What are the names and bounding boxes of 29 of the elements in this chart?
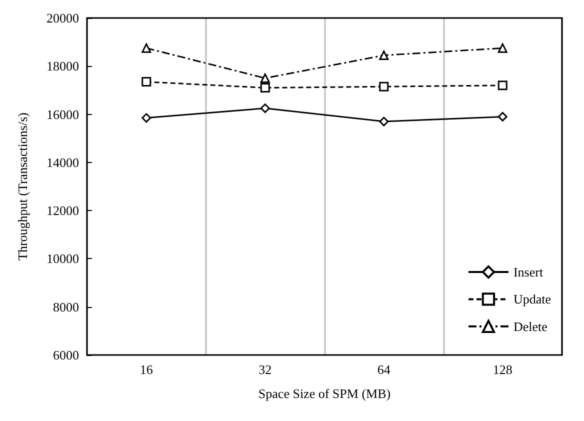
y-axis-title: Throughput (Transactions/s) xyxy=(15,112,30,260)
y-tick-label: 16000 xyxy=(46,106,79,122)
point xyxy=(260,83,270,93)
y-tick-label: 14000 xyxy=(46,154,79,170)
legend-label: Insert xyxy=(513,264,544,280)
x-tick-label: 64 xyxy=(377,362,391,377)
point xyxy=(260,104,270,114)
y-tick-label: 12000 xyxy=(46,203,79,218)
point xyxy=(379,82,389,92)
x-axis-title: Space Size of SPM (MB) xyxy=(258,386,391,401)
y-tick-label: 10000 xyxy=(46,251,79,266)
point xyxy=(142,77,152,87)
point xyxy=(498,43,508,53)
point xyxy=(379,116,389,126)
x-tick-label: 32 xyxy=(258,362,272,377)
y-tick-label: 8000 xyxy=(53,299,79,314)
y-tick-label: 6000 xyxy=(53,348,79,362)
point xyxy=(260,73,270,83)
x-tick-label: 128 xyxy=(492,362,512,377)
legend-label: Update xyxy=(513,292,552,307)
point xyxy=(498,112,508,122)
point xyxy=(379,50,389,60)
legend-label: Delete xyxy=(513,318,548,334)
point xyxy=(142,43,152,53)
y-tick-label: 18000 xyxy=(46,58,79,74)
y-tick-label: 20000 xyxy=(46,10,79,26)
x-tick-label: 16 xyxy=(140,362,154,377)
point xyxy=(142,113,152,123)
point xyxy=(498,80,508,90)
